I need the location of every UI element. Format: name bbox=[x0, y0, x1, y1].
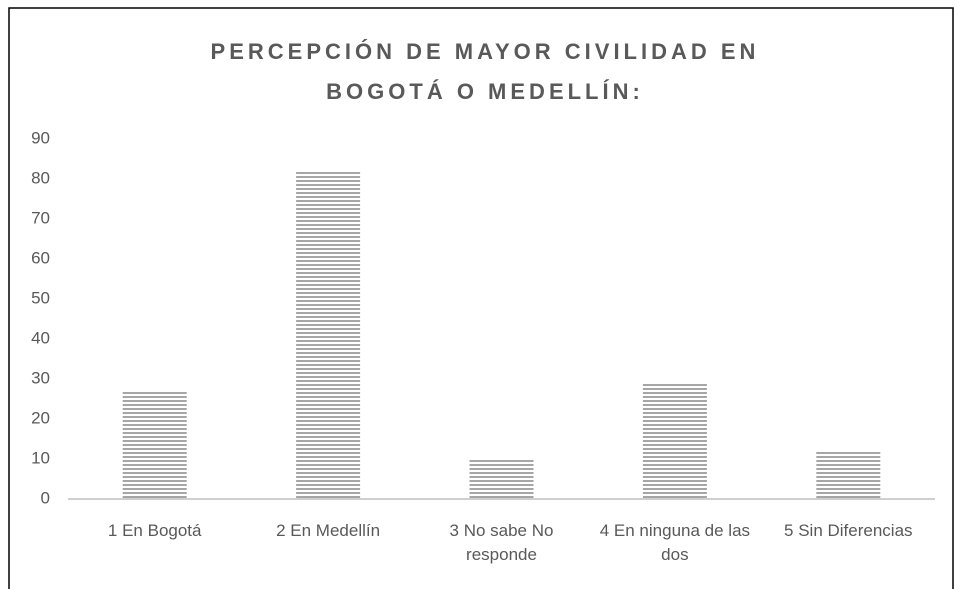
bar bbox=[816, 451, 881, 499]
y-tick-label: 60 bbox=[31, 248, 50, 267]
y-tick-label: 20 bbox=[31, 408, 50, 427]
x-tick-label: 1 En Bogotá bbox=[107, 521, 202, 540]
x-tick-label: 4 En ninguna de las dos bbox=[599, 521, 751, 564]
chart-border bbox=[8, 7, 954, 589]
x-tick-label: 2 En Medellín bbox=[276, 521, 381, 540]
y-tick-label: 90 bbox=[31, 128, 50, 147]
bar bbox=[469, 459, 534, 499]
y-tick-label: 30 bbox=[31, 368, 50, 387]
y-tick-label: 40 bbox=[31, 328, 50, 347]
y-tick-label: 10 bbox=[31, 448, 50, 467]
x-tick-label: 3 No sabe No responde bbox=[449, 521, 554, 564]
bar bbox=[642, 383, 707, 499]
bar bbox=[296, 171, 361, 499]
y-tick-label: 0 bbox=[41, 488, 50, 507]
y-tick-label: 50 bbox=[31, 288, 50, 307]
bar bbox=[122, 391, 187, 499]
x-tick-label: 5 Sin Diferencias bbox=[784, 521, 913, 540]
y-tick-label: 80 bbox=[31, 168, 50, 187]
y-tick-label: 70 bbox=[31, 208, 50, 227]
chart-title: PERCEPCIÓN DE MAYOR CIVILIDAD EN BOGOTÁ … bbox=[210, 39, 760, 104]
